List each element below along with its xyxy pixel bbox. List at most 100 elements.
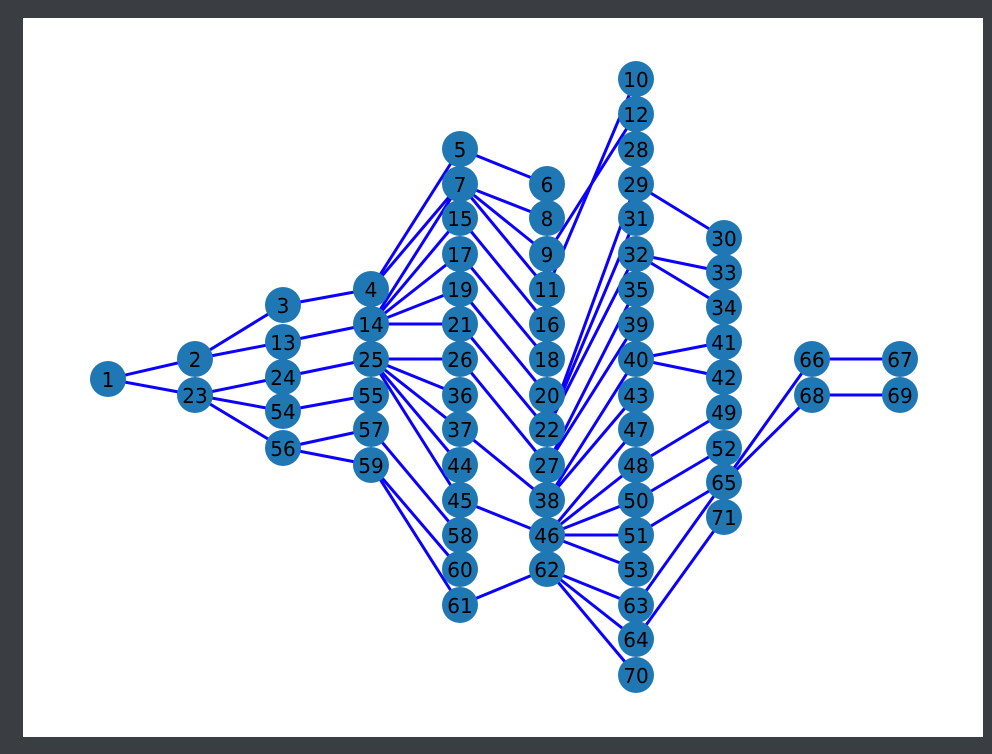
node-circle [706, 394, 742, 430]
edge-14-17 [369, 252, 462, 326]
node-10: 10 [618, 61, 654, 97]
node-circle [618, 131, 654, 167]
node-label: 5 [454, 138, 467, 162]
edge-7-9 [458, 182, 549, 256]
edge-63-65 [634, 480, 726, 607]
node-label: 42 [711, 366, 736, 390]
edge-46-47 [545, 427, 638, 537]
node-circle [442, 411, 478, 447]
node-30: 30 [706, 220, 742, 256]
node-label: 45 [447, 489, 472, 513]
network-diagram: 1223313245456414255557595715171921263637… [90, 61, 918, 693]
node-circle [529, 236, 565, 272]
node-circle [353, 341, 389, 377]
node-40: 40 [618, 341, 654, 377]
node-15: 15 [442, 200, 478, 236]
node-label: 10 [623, 68, 648, 92]
node-label: 54 [270, 400, 295, 424]
node-68: 68 [794, 377, 830, 413]
node-circle [442, 482, 478, 518]
node-66: 66 [794, 341, 830, 377]
node-circle [442, 200, 478, 236]
node-label: 67 [887, 348, 912, 372]
node-23: 23 [177, 377, 213, 413]
node-70: 70 [618, 657, 654, 693]
node-5: 5 [442, 131, 478, 167]
node-50: 50 [618, 482, 654, 518]
edge-7-11 [458, 182, 549, 291]
node-label: 50 [623, 489, 648, 513]
node-19: 19 [442, 271, 478, 307]
node-circle [529, 200, 565, 236]
node-label: 61 [447, 594, 472, 618]
node-label: 62 [534, 558, 559, 582]
node-29: 29 [618, 166, 654, 202]
node-circle [618, 587, 654, 623]
node-label: 68 [799, 384, 824, 408]
node-circle [442, 131, 478, 167]
node-label: 51 [623, 524, 648, 548]
node-24: 24 [265, 359, 301, 395]
node-21: 21 [442, 306, 478, 342]
node-circle [353, 411, 389, 447]
node-61: 61 [442, 587, 478, 623]
edge-26-27 [458, 357, 549, 467]
node-62: 62 [529, 551, 565, 587]
node-46: 46 [529, 517, 565, 553]
node-18: 18 [529, 341, 565, 377]
node-label: 60 [447, 558, 472, 582]
node-57: 57 [353, 411, 389, 447]
node-11: 11 [529, 271, 565, 307]
node-42: 42 [706, 359, 742, 395]
node-label: 13 [270, 331, 295, 355]
node-label: 48 [623, 454, 648, 478]
node-circle [353, 447, 389, 483]
node-39: 39 [618, 306, 654, 342]
node-circle [353, 306, 389, 342]
node-label: 16 [534, 313, 559, 337]
node-circle [529, 517, 565, 553]
node-67: 67 [882, 341, 918, 377]
node-label: 69 [887, 384, 912, 408]
node-label: 17 [447, 243, 472, 267]
edge-4-7 [369, 182, 462, 291]
node-label: 40 [623, 348, 648, 372]
edge-25-44 [369, 357, 462, 467]
node-circle [529, 271, 565, 307]
node-41: 41 [706, 324, 742, 360]
node-circle [618, 411, 654, 447]
edge-59-61 [369, 463, 462, 607]
node-label: 23 [182, 384, 207, 408]
node-14: 14 [353, 306, 389, 342]
edge-59-60 [369, 463, 462, 571]
node-circle [442, 517, 478, 553]
node-26: 26 [442, 341, 478, 377]
node-circle [265, 393, 301, 429]
node-label: 70 [623, 664, 648, 688]
node-circle [353, 271, 389, 307]
node-circle [529, 341, 565, 377]
edge-38-40 [545, 357, 638, 502]
node-circle [442, 447, 478, 483]
node-circle [618, 621, 654, 657]
node-label: 6 [541, 173, 554, 197]
node-circle [706, 464, 742, 500]
node-circle [706, 324, 742, 360]
node-56: 56 [265, 430, 301, 466]
node-circle [529, 306, 565, 342]
node-label: 33 [711, 261, 736, 285]
node-label: 27 [534, 454, 559, 478]
node-circle [442, 341, 478, 377]
node-label: 58 [447, 524, 472, 548]
node-label: 41 [711, 331, 736, 355]
edge-38-43 [545, 393, 638, 502]
edge-25-37 [369, 357, 462, 431]
node-label: 3 [277, 294, 290, 318]
node-label: 34 [711, 296, 736, 320]
node-label: 26 [447, 348, 472, 372]
node-circle [177, 377, 213, 413]
node-52: 52 [706, 430, 742, 466]
node-label: 46 [534, 524, 559, 548]
node-64: 64 [618, 621, 654, 657]
node-circle [265, 287, 301, 323]
